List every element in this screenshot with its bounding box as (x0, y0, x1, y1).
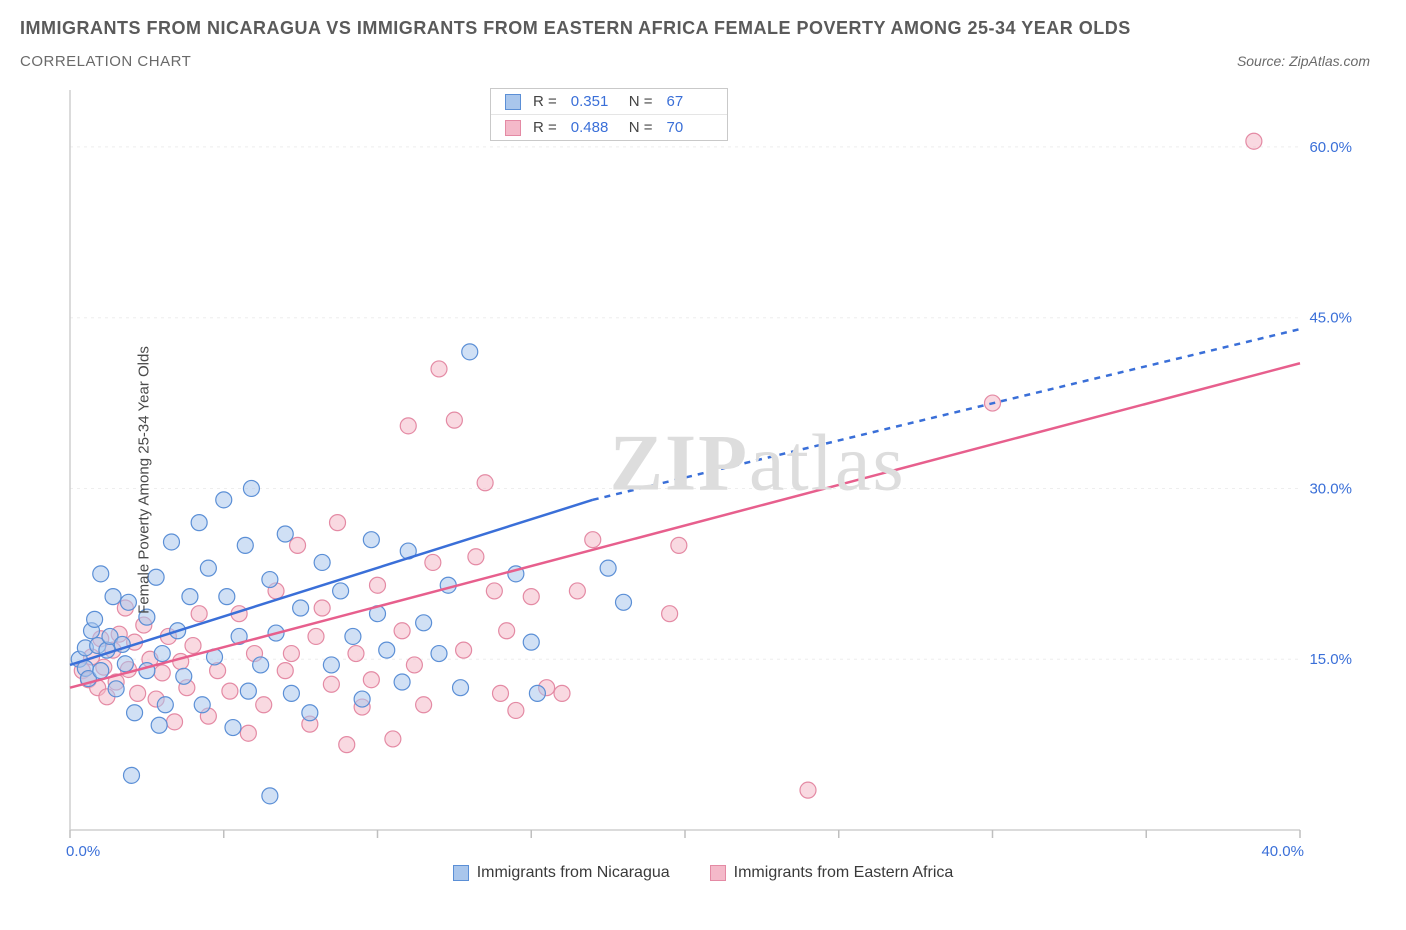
svg-text:30.0%: 30.0% (1309, 480, 1352, 497)
r-value-series1: 0.488 (571, 119, 617, 136)
chart-subtitle: CORRELATION CHART (20, 53, 191, 70)
n-value-series0: 67 (667, 93, 713, 110)
swatch-series0 (505, 94, 521, 110)
svg-text:0.0%: 0.0% (66, 843, 100, 860)
svg-text:40.0%: 40.0% (1261, 843, 1304, 860)
n-value-series1: 70 (667, 119, 713, 136)
n-label: N = (629, 93, 653, 110)
r-label: R = (533, 119, 557, 136)
r-label: R = (533, 93, 557, 110)
chart-title: IMMIGRANTS FROM NICARAGUA VS IMMIGRANTS … (20, 18, 1386, 39)
n-label: N = (629, 119, 653, 136)
swatch-series1 (505, 120, 521, 136)
r-value-series0: 0.351 (571, 93, 617, 110)
chart-area: Female Poverty Among 25-34 Year Olds ZIP… (20, 80, 1386, 880)
scatter-chart: 0.0% 40.0% 15.0% 30.0% 45.0% 60.0% (20, 80, 1360, 880)
y-axis-label: Female Poverty Among 25-34 Year Olds (135, 346, 152, 614)
stats-row-series0: R = 0.351 N = 67 (491, 89, 727, 114)
svg-text:45.0%: 45.0% (1309, 310, 1352, 327)
correlation-stats-box: R = 0.351 N = 67 R = 0.488 N = 70 (490, 88, 728, 141)
source-label: Source: ZipAtlas.com (1237, 53, 1386, 69)
svg-text:15.0%: 15.0% (1309, 651, 1352, 668)
stats-row-series1: R = 0.488 N = 70 (491, 114, 727, 140)
svg-text:60.0%: 60.0% (1309, 139, 1352, 156)
